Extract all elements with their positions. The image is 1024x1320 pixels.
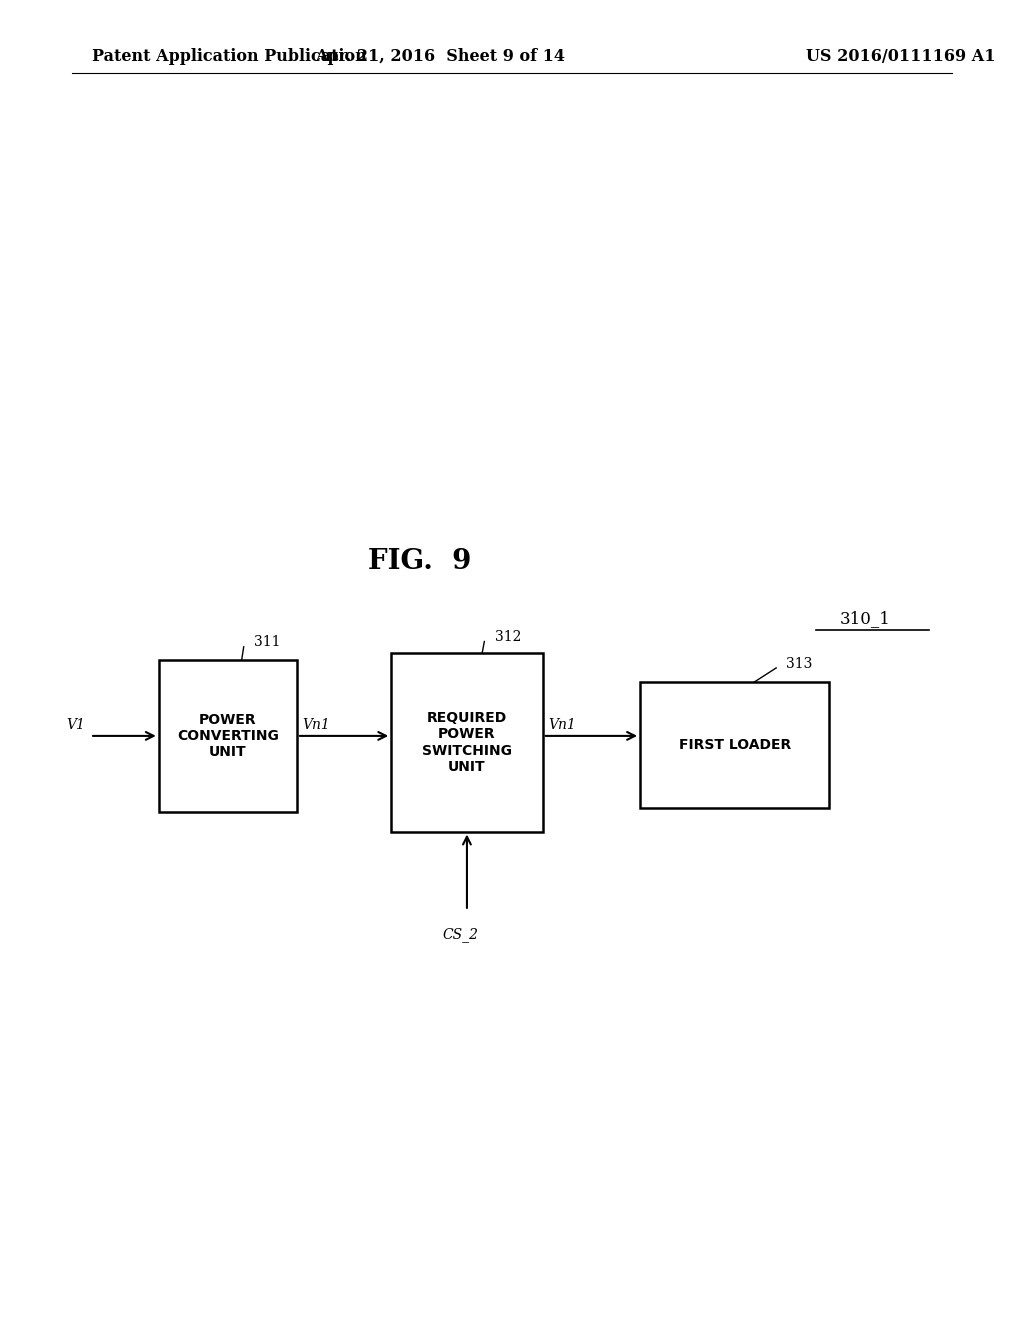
Bar bbox=[640, 682, 829, 808]
Bar bbox=[159, 660, 297, 812]
Text: FIRST LOADER: FIRST LOADER bbox=[679, 738, 791, 752]
Text: FIG.  9: FIG. 9 bbox=[369, 548, 471, 574]
Text: Apr. 21, 2016  Sheet 9 of 14: Apr. 21, 2016 Sheet 9 of 14 bbox=[315, 49, 565, 65]
Text: REQUIRED
POWER
SWITCHING
UNIT: REQUIRED POWER SWITCHING UNIT bbox=[422, 711, 512, 774]
Text: V1: V1 bbox=[67, 718, 85, 731]
Text: Patent Application Publication: Patent Application Publication bbox=[92, 49, 367, 65]
Text: POWER
CONVERTING
UNIT: POWER CONVERTING UNIT bbox=[177, 713, 279, 759]
Text: CS_2: CS_2 bbox=[442, 927, 478, 941]
Text: 312: 312 bbox=[495, 630, 521, 644]
Text: 310_1: 310_1 bbox=[840, 610, 891, 627]
Text: 313: 313 bbox=[786, 656, 813, 671]
Text: Vn1: Vn1 bbox=[548, 718, 575, 731]
Text: US 2016/0111169 A1: US 2016/0111169 A1 bbox=[806, 49, 996, 65]
Text: Vn1: Vn1 bbox=[302, 718, 330, 731]
Bar bbox=[391, 653, 543, 832]
Text: 311: 311 bbox=[254, 635, 281, 649]
